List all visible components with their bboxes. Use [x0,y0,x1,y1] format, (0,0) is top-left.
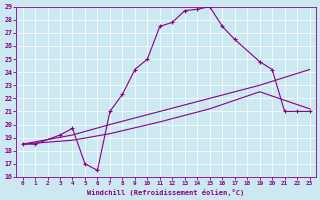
X-axis label: Windchill (Refroidissement éolien,°C): Windchill (Refroidissement éolien,°C) [87,189,245,196]
